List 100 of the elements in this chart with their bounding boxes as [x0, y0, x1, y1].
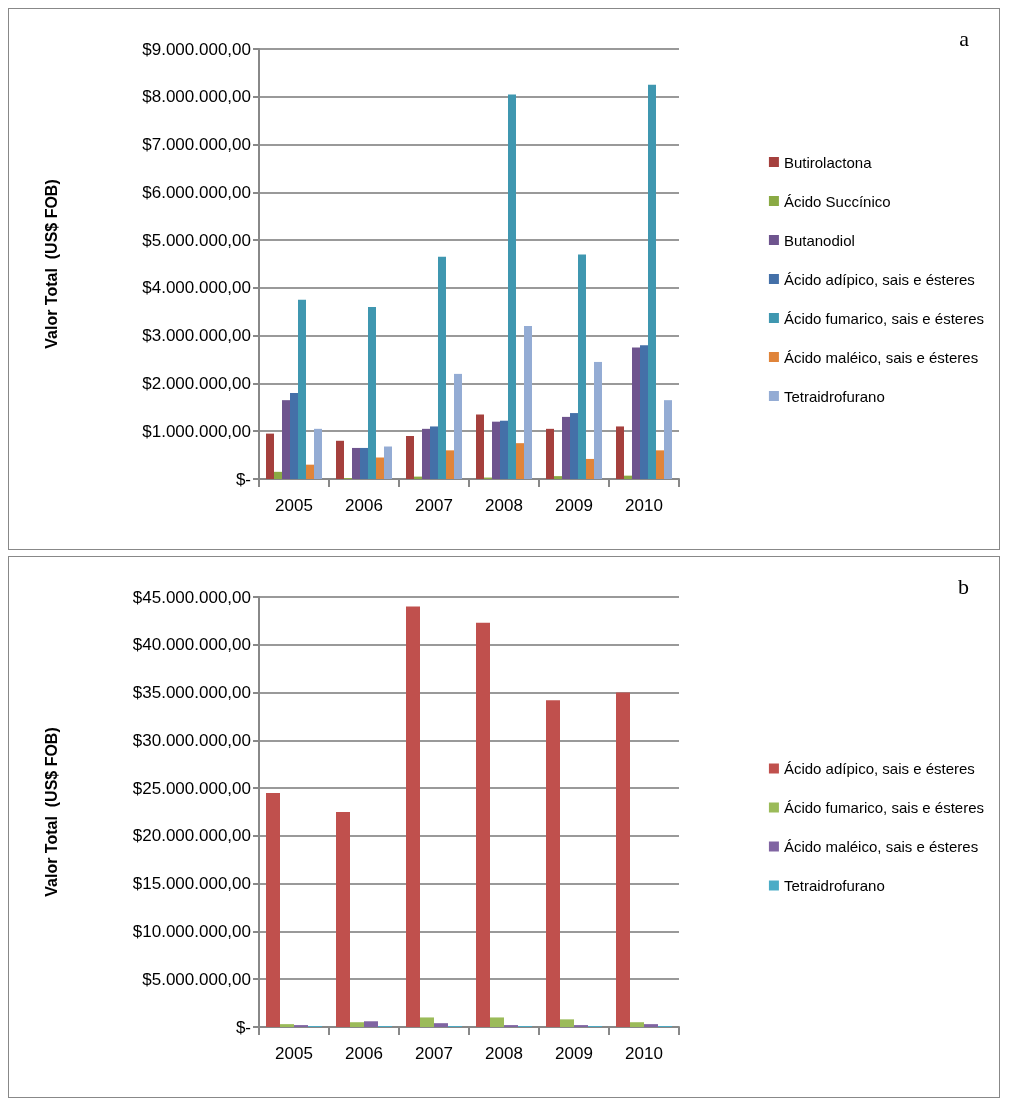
bar [376, 457, 384, 479]
x-tick-label: 2010 [625, 1044, 663, 1063]
y-tick-label: $45.000.000,00 [132, 587, 251, 607]
bar [420, 1017, 434, 1027]
y-tick-label: $4.000.000,00 [142, 278, 251, 298]
bar [280, 1024, 294, 1027]
y-tick-label: $1.000.000,00 [142, 421, 251, 441]
bar [446, 450, 454, 479]
y-tick-label: $7.000.000,00 [142, 135, 251, 155]
legend-label: Butirolactona [783, 153, 873, 171]
bar [640, 345, 648, 479]
bar [616, 426, 624, 479]
bar [476, 414, 484, 479]
bar [616, 692, 630, 1027]
y-tick-label: $6.000.000,00 [142, 182, 251, 202]
legend-label: Ácido fumarico, sais e ésteres [783, 309, 985, 327]
y-axis-title: Valor Total (US$ FOB) [42, 179, 60, 349]
x-tick-label: 2006 [345, 1044, 383, 1063]
bar [648, 84, 656, 479]
x-tick-label: 2006 [345, 496, 383, 515]
bar [266, 433, 274, 479]
bar [476, 622, 490, 1027]
y-tick-label: $20.000.000,00 [132, 826, 251, 846]
bar [350, 1022, 364, 1027]
legend-label: Tetraidrofurano [783, 877, 885, 894]
y-tick-label: $30.000.000,00 [132, 730, 251, 750]
x-tick-label: 2008 [485, 496, 523, 515]
x-tick-label: 2009 [555, 1044, 593, 1063]
x-tick-label: 2005 [275, 1044, 313, 1063]
y-tick-label: $8.000.000,00 [142, 87, 251, 107]
y-tick-label: $15.000.000,00 [132, 874, 251, 894]
y-tick-label: $- [235, 469, 251, 489]
bar [368, 307, 376, 479]
bar [290, 393, 298, 479]
bar [560, 1019, 574, 1027]
bar [632, 347, 640, 479]
bar [570, 413, 578, 479]
bar [430, 426, 438, 479]
legend-label: Butanodiol [783, 231, 855, 249]
bar [306, 464, 314, 479]
bar [546, 700, 560, 1027]
bar [524, 326, 532, 479]
bar [508, 94, 516, 479]
bar [336, 812, 350, 1027]
bar [578, 254, 586, 479]
legend-label: Ácido maléico, sais e ésteres [783, 348, 979, 366]
bar [274, 471, 282, 479]
y-tick-label: $9.000.000,00 [142, 39, 251, 59]
bar [336, 440, 344, 479]
text: b [958, 573, 969, 599]
bar [554, 476, 562, 479]
y-tick-label: $- [235, 1017, 251, 1037]
legend-label: Ácido maléico, sais e ésteres [783, 838, 979, 855]
y-tick-label: $35.000.000,00 [132, 683, 251, 703]
bar [500, 420, 508, 479]
x-tick-label: 2010 [625, 496, 663, 515]
bar [282, 400, 290, 479]
bar [656, 450, 664, 479]
bar [364, 1021, 378, 1027]
y-tick-label: $2.000.000,00 [142, 373, 251, 393]
legend-label: Ácido adípico, sais e ésteres [783, 760, 975, 777]
bar [644, 1024, 658, 1027]
y-tick-label: $5.000.000,00 [142, 969, 251, 989]
bar [298, 299, 306, 479]
bar [384, 446, 392, 479]
bar [314, 428, 322, 479]
bar [438, 256, 446, 479]
y-tick-label: $5.000.000,00 [142, 230, 251, 250]
x-tick-label: 2009 [555, 496, 593, 515]
bar [360, 447, 368, 479]
legend-label: Ácido Succínico [783, 192, 891, 210]
bar [630, 1022, 644, 1027]
text: a [959, 25, 970, 51]
y-tick-label: $3.000.000,00 [142, 326, 251, 346]
y-axis-title: Valor Total (US$ FOB) [42, 727, 60, 897]
legend-label: Ácido fumarico, sais e ésteres [783, 799, 985, 816]
bar [454, 373, 462, 479]
bar [562, 416, 570, 479]
bar [406, 436, 414, 479]
bar [664, 400, 672, 479]
y-tick-label: $25.000.000,00 [132, 778, 251, 798]
x-tick-label: 2007 [415, 496, 453, 515]
bar [434, 1023, 448, 1027]
bar [352, 447, 360, 479]
bar [516, 443, 524, 479]
legend-label: Tetraidrofurano [783, 387, 885, 405]
bar [546, 428, 554, 479]
bar [594, 361, 602, 479]
bar [422, 428, 430, 479]
x-tick-label: 2007 [415, 1044, 453, 1063]
y-tick-label: $10.000.000,00 [132, 921, 251, 941]
bar [490, 1017, 504, 1027]
y-tick-label: $40.000.000,00 [132, 635, 251, 655]
x-tick-label: 2005 [275, 496, 313, 515]
x-tick-label: 2008 [485, 1044, 523, 1063]
bar [266, 792, 280, 1027]
bar [492, 421, 500, 479]
bar [586, 458, 594, 479]
bar [406, 606, 420, 1027]
legend-label: Ácido adípico, sais e ésteres [783, 270, 975, 288]
